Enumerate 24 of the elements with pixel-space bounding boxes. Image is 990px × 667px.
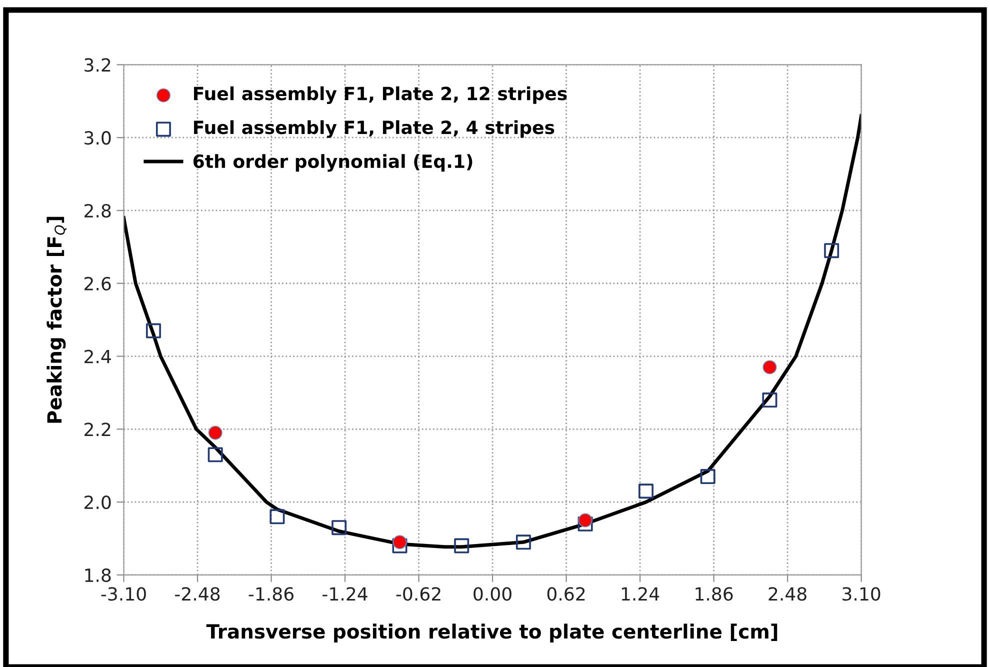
x-tick-label: -1.86 xyxy=(248,587,294,601)
y-tick-label: 2.8 xyxy=(84,204,111,218)
x-tick-label: 0.62 xyxy=(547,587,585,601)
x-tick-label: 2.48 xyxy=(768,587,806,601)
y-tick-label: 3.0 xyxy=(84,131,111,145)
legend-label: Fuel assembly F1, Plate 2, 4 stripes xyxy=(194,120,554,138)
x-tick-label: 1.86 xyxy=(696,587,733,601)
x-tick-label: -1.24 xyxy=(322,587,368,600)
x-tick-label: -0.62 xyxy=(396,587,440,601)
y-tick-label: 2.6 xyxy=(84,276,111,290)
x-tick-label: 1.24 xyxy=(622,587,660,600)
y-tick-label: 2.4 xyxy=(84,350,111,364)
x-axis-title: Transverse position relative to plate centerline [cm] xyxy=(206,624,778,642)
y-tick-label: 2.0 xyxy=(84,496,111,510)
legend-label: 6th order polynomial (Eq.1) xyxy=(193,154,472,172)
y-tick-label: 1.8 xyxy=(85,568,111,582)
x-tick-label: -2.48 xyxy=(175,587,220,601)
x-tick-label: -3.10 xyxy=(101,587,146,601)
x-tick-label: 0.00 xyxy=(474,587,512,601)
y-axis-title: Peaking factor [F$_{Q}$] xyxy=(46,216,66,423)
y-tick-label: 2.2 xyxy=(84,422,110,436)
y-tick-label: 3.2 xyxy=(84,58,110,72)
x-tick-label: 3.10 xyxy=(842,587,880,601)
legend-label: Fuel assembly F1, Plate 2, 12 stripes xyxy=(194,86,567,104)
